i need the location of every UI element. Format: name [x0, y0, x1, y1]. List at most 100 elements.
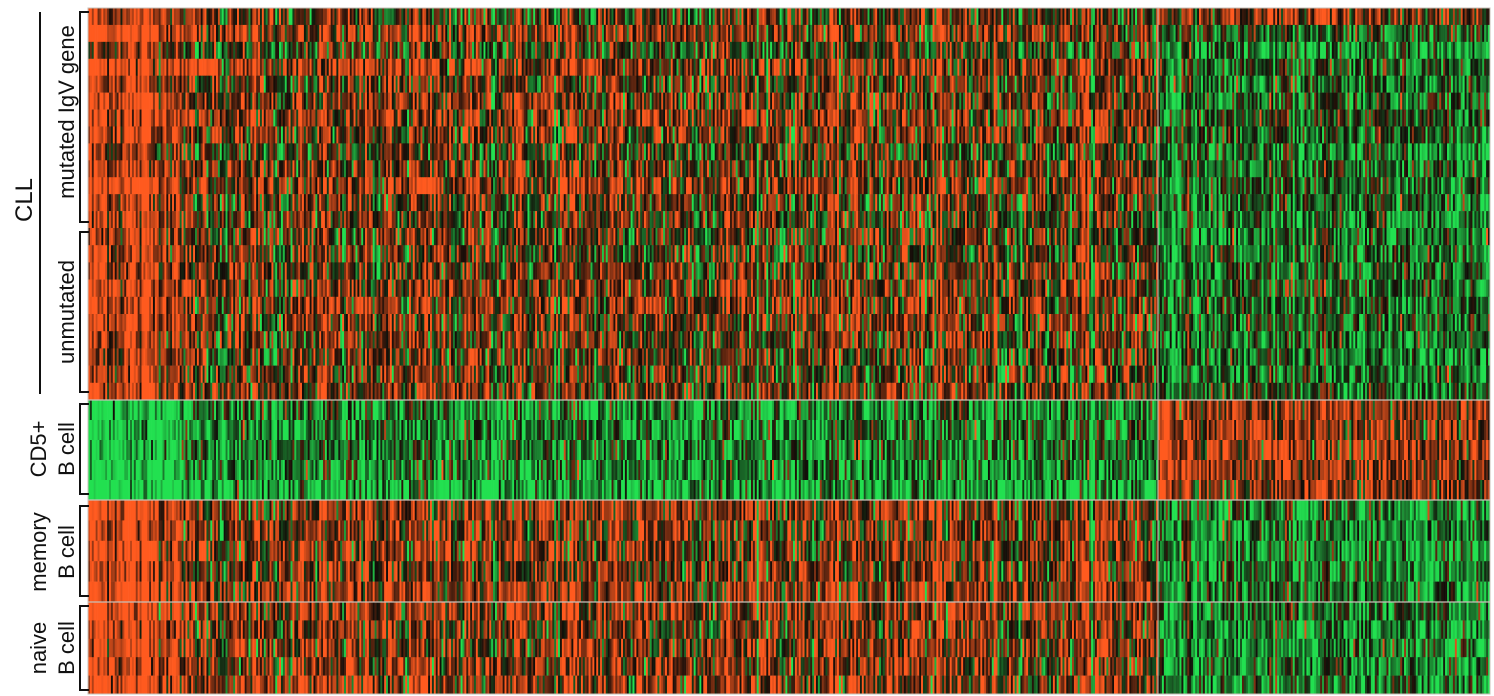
heatmap-cell	[740, 76, 742, 93]
heatmap-cell	[1265, 93, 1267, 110]
heatmap-cell	[852, 110, 854, 127]
heatmap-cell	[1326, 59, 1328, 76]
heatmap-cell	[212, 76, 214, 93]
heatmap-cell	[1269, 8, 1271, 25]
heatmap-cell	[1472, 59, 1474, 76]
heatmap-cell	[684, 76, 686, 93]
heatmap-cell	[203, 76, 205, 93]
heatmap-cell	[633, 42, 635, 59]
heatmap-cell	[1103, 59, 1105, 76]
heatmap-cell	[1422, 8, 1424, 25]
heatmap-cell	[1414, 93, 1416, 110]
heatmap-cell	[136, 76, 138, 93]
heatmap-cell	[187, 76, 189, 93]
heatmap-cell	[547, 59, 549, 76]
heatmap-cell	[1099, 25, 1101, 42]
heatmap-cell	[1222, 42, 1224, 59]
heatmap-cell	[873, 76, 875, 93]
heatmap-cell	[166, 59, 168, 76]
heatmap-cell	[976, 42, 978, 59]
heatmap-cell	[1236, 25, 1238, 42]
heatmap-cell	[164, 93, 166, 110]
heatmap-cell	[252, 93, 254, 110]
heatmap-cell	[921, 25, 923, 42]
heatmap-cell	[503, 42, 505, 59]
heatmap-cell	[921, 93, 923, 110]
heatmap-cell	[1026, 42, 1028, 59]
heatmap-cell	[717, 42, 719, 59]
heatmap-cell	[489, 76, 491, 93]
heatmap-cell	[1230, 42, 1232, 59]
heatmap-cell	[201, 93, 203, 110]
heatmap-cell	[730, 76, 732, 93]
heatmap-cell	[132, 59, 134, 76]
heatmap-cell	[921, 8, 923, 25]
heatmap-cell	[650, 59, 652, 76]
heatmap-cell	[302, 59, 304, 76]
heatmap-cell	[971, 25, 973, 42]
heatmap-cell	[1061, 110, 1063, 127]
heatmap-cell	[252, 42, 254, 59]
heatmap-cell	[271, 8, 273, 25]
heatmap-cell	[99, 25, 101, 42]
heatmap-cell	[533, 93, 535, 110]
heatmap-cell	[285, 8, 287, 25]
heatmap-cell	[1211, 93, 1213, 110]
heatmap-cell	[1371, 42, 1373, 59]
heatmap-cell	[1377, 93, 1379, 110]
heatmap-cell	[1470, 93, 1472, 110]
heatmap-cell	[1426, 76, 1428, 93]
heatmap-cell	[415, 76, 417, 93]
heatmap-cell	[812, 93, 814, 110]
heatmap-cell	[1236, 8, 1238, 25]
heatmap-cell	[558, 25, 560, 42]
heatmap-cell	[109, 25, 111, 42]
heatmap-cell	[212, 25, 214, 42]
heatmap-cell	[929, 25, 931, 42]
heatmap-cell	[703, 76, 705, 93]
heatmap-cell	[657, 93, 659, 110]
heatmap-cell	[291, 42, 293, 59]
heatmap-cell	[1299, 59, 1301, 76]
heatmap-cell	[520, 8, 522, 25]
heatmap-cell	[869, 8, 871, 25]
heatmap-cell	[881, 76, 883, 93]
heatmap-cell	[231, 42, 233, 59]
heatmap-cell	[732, 110, 734, 127]
heatmap-cell	[531, 110, 533, 127]
heatmap-cell	[963, 76, 965, 93]
heatmap-cell	[497, 76, 499, 93]
heatmap-cell	[1199, 76, 1201, 93]
heatmap-cell	[1457, 8, 1459, 25]
heatmap-cell	[1388, 42, 1390, 59]
heatmap-cell	[539, 59, 541, 76]
heatmap-cell	[1318, 59, 1320, 76]
heatmap-cell	[1451, 93, 1453, 110]
heatmap-cell	[1273, 93, 1275, 110]
heatmap-cell	[642, 8, 644, 25]
heatmap-cell	[818, 42, 820, 59]
heatmap-cell	[1135, 93, 1137, 110]
heatmap-cell	[866, 110, 868, 127]
heatmap-cell	[201, 110, 203, 127]
heatmap-cell	[915, 93, 917, 110]
heatmap-cell	[1289, 93, 1291, 110]
heatmap-cell	[1070, 93, 1072, 110]
heatmap-cell	[245, 110, 247, 127]
heatmap-cell	[1041, 8, 1043, 25]
heatmap-cell	[268, 59, 270, 76]
heatmap-cell	[741, 76, 743, 93]
heatmap-cell	[124, 25, 126, 42]
heatmap-cell	[193, 8, 195, 25]
heatmap-cell	[363, 8, 365, 25]
heatmap-cell	[1232, 76, 1234, 93]
heatmap-cell	[1199, 93, 1201, 110]
heatmap-cell	[1246, 59, 1248, 76]
heatmap-cell	[627, 110, 629, 127]
heatmap-cell	[464, 76, 466, 93]
heatmap-cell	[898, 25, 900, 42]
heatmap-cell	[810, 59, 812, 76]
heatmap-cell	[627, 42, 629, 59]
heatmap-cell	[457, 110, 459, 127]
heatmap-cell	[1024, 76, 1026, 93]
